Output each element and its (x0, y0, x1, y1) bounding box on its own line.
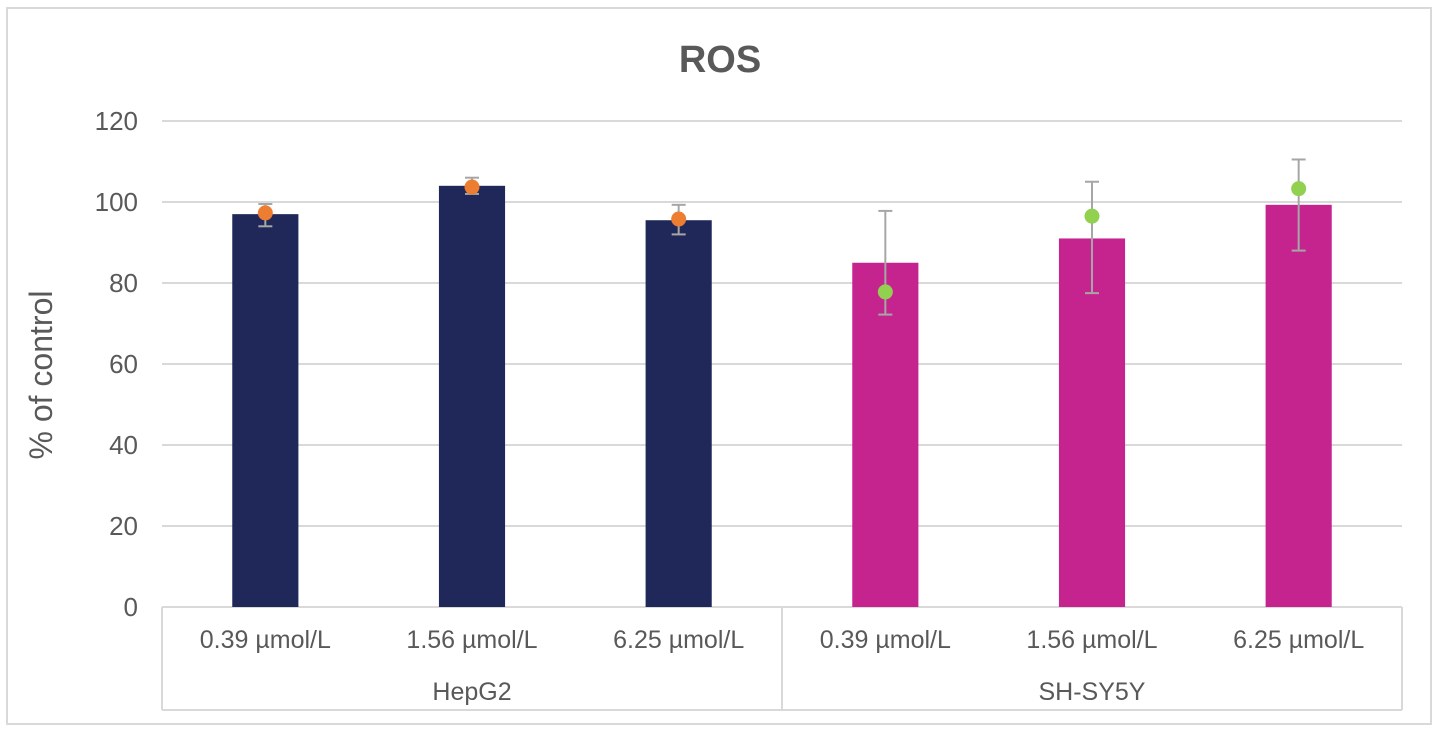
marker-point (464, 179, 480, 195)
category-label: 1.56 µmol/L (1026, 626, 1157, 654)
bar (1265, 204, 1332, 607)
bar (852, 262, 919, 607)
y-axis-title: % of control (23, 291, 59, 460)
category-label: 0.39 µmol/L (200, 626, 331, 654)
bar (232, 214, 299, 607)
bar (438, 185, 506, 608)
y-tick-label: 100 (95, 187, 138, 217)
bar (1058, 238, 1126, 607)
y-tick-label: 120 (95, 106, 138, 136)
marker-point (877, 284, 893, 300)
category-label: 6.25 µmol/L (1233, 626, 1364, 654)
bar (645, 220, 712, 607)
marker-point (1084, 208, 1100, 224)
error-bars (258, 158, 1306, 316)
marker-point (1291, 181, 1307, 197)
x-axis: 0.39 µmol/L 1.56 µmol/L 6.25 µmol/L HepG2 0.… (161, 607, 1403, 711)
bars (232, 185, 1332, 608)
chart-title: ROS (679, 39, 761, 81)
y-tick-label: 0 (124, 592, 138, 622)
category-label: 6.25 µmol/L (613, 626, 744, 654)
group-label: SH-SY5Y (1039, 678, 1146, 706)
y-tick-label: 20 (109, 511, 138, 541)
group-label: HepG2 (432, 678, 511, 706)
marker-point (671, 211, 687, 227)
y-tick-label: 40 (109, 430, 138, 460)
category-label: 0.39 µmol/L (820, 626, 951, 654)
gridlines (162, 120, 1402, 608)
y-tick-label: 80 (109, 268, 138, 298)
y-tick-label: 60 (109, 349, 138, 379)
category-label: 1.56 µmol/L (406, 626, 537, 654)
marker-point (257, 205, 273, 221)
y-tick-labels: 0 20 40 60 80 100 120 (95, 106, 138, 622)
markers (257, 179, 1307, 300)
